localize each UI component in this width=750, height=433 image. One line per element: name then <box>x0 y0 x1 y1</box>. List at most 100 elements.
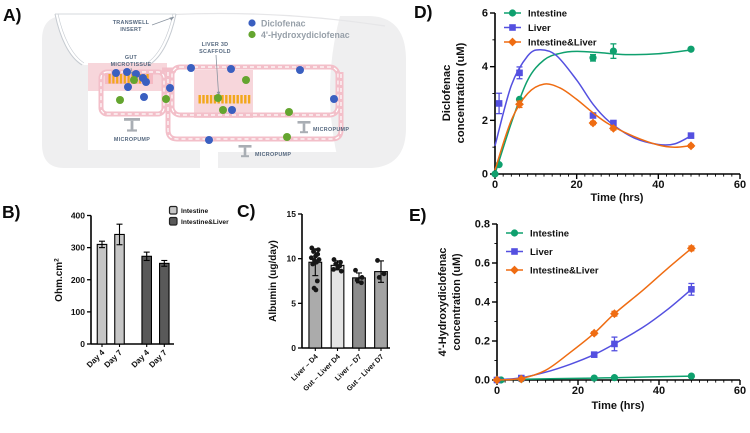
panel-d-label: D) <box>414 2 433 22</box>
svg-text:20: 20 <box>571 179 583 191</box>
transwell-insert-label-2: INSERT <box>120 27 142 33</box>
hydroxydiclofenac-line-chart: 0 20 40 60 0.0 0.2 0.4 0.6 0.8 Intestine Liver Inte… <box>437 219 746 413</box>
legend-label: Intestine&Liver <box>181 219 229 226</box>
data-point <box>588 118 598 128</box>
panel-a-label: A) <box>3 5 22 25</box>
y-axis-title: concentration (uM) <box>451 253 463 351</box>
hydroxydiclofenac-legend-dot <box>248 30 256 39</box>
scatter-point <box>359 275 365 280</box>
diclofenac-dot <box>296 66 304 74</box>
svg-text:0.2: 0.2 <box>475 336 490 348</box>
svg-text:0: 0 <box>492 179 498 191</box>
series-intestine-liver: Intestine&Liver <box>492 243 696 385</box>
scatter-point <box>354 277 360 283</box>
series-intestine: Intestine <box>493 228 696 384</box>
hydroxydiclofenac-dot <box>242 76 250 84</box>
diclofenac-dot <box>123 68 131 76</box>
bar <box>159 262 170 345</box>
diclofenac-dot <box>187 64 195 72</box>
data-point <box>609 47 618 55</box>
scatter-point <box>376 275 382 280</box>
hydroxydiclofenac-dot <box>219 106 227 114</box>
scatter-point <box>381 271 387 277</box>
legend-label: Intestine&Liver <box>530 265 599 276</box>
bar <box>96 243 108 345</box>
hydroxydiclofenac-dot <box>116 96 124 104</box>
svg-text:0.8: 0.8 <box>475 219 490 231</box>
y-axis-title: Albumin (ug/day) <box>268 240 279 322</box>
diclofenac-legend-label: Diclofenac <box>261 19 306 29</box>
legend-label: Intestine <box>530 228 569 239</box>
svg-text:15: 15 <box>287 209 297 219</box>
data-point <box>515 99 524 109</box>
svg-text:60: 60 <box>734 179 746 191</box>
scatter-point <box>313 253 318 259</box>
data-point <box>511 248 518 255</box>
data-point <box>589 112 597 119</box>
data-point <box>609 123 618 133</box>
series-curve <box>494 83 692 171</box>
scatter-point <box>331 257 337 262</box>
diclofenac-dot <box>112 69 120 77</box>
data-point <box>610 374 619 382</box>
data-point <box>510 229 519 237</box>
data-point <box>610 119 617 127</box>
organ-on-chip-diagram: TRANSWELL INSERT GUT MICROTISSUE LIVER 3… <box>42 12 406 168</box>
scatter-point <box>309 245 315 251</box>
diclofenac-dot <box>205 136 213 144</box>
legend-label: Intestine <box>181 208 208 215</box>
svg-text:0: 0 <box>482 169 488 181</box>
data-point <box>687 132 695 139</box>
scatter-point <box>313 287 319 293</box>
scatter-point <box>335 265 341 270</box>
svg-text:300: 300 <box>71 243 85 253</box>
data-point <box>687 372 696 380</box>
gut-microtissue-label-2: MICROTISSUE <box>111 62 152 68</box>
diclofenac-dot <box>227 65 235 73</box>
y-axis-title: concentration (uM) <box>455 42 467 143</box>
legend-label: Liver <box>528 23 551 34</box>
svg-text:100: 100 <box>71 307 85 317</box>
x-axis-title: Time (hrs) <box>592 400 645 412</box>
y-axis-title: 4'-Hydroxydiclofenac <box>437 248 449 357</box>
hydroxydiclofenac-legend-label: 4'-Hydroxydiclofenac <box>261 30 350 40</box>
data-point <box>589 328 599 338</box>
svg-text:10: 10 <box>287 254 297 264</box>
svg-text:2: 2 <box>482 115 488 127</box>
liver-scaffold-label-1: LIVER 3D <box>202 42 229 48</box>
x-axis-title: Time (hrs) <box>591 192 644 204</box>
scatter-point <box>315 247 321 253</box>
legend-swatch <box>168 205 178 215</box>
data-point <box>610 309 619 319</box>
scatter-point <box>314 259 319 265</box>
panel-e-label: E) <box>409 205 427 225</box>
scatter-point <box>359 280 364 286</box>
micropump-left-icon <box>124 118 140 132</box>
category-label: Day 4 <box>130 348 152 370</box>
diclofenac-dot <box>140 93 148 101</box>
micropump-bottom-label: MICROPUMP <box>255 152 291 158</box>
scatter-point <box>338 268 344 274</box>
bar <box>374 271 388 349</box>
svg-text:40: 40 <box>652 179 664 191</box>
micropump-right-icon <box>297 121 311 134</box>
data-point <box>516 69 523 77</box>
svg-text:20: 20 <box>572 385 584 397</box>
scatter-point <box>353 267 358 273</box>
data-point <box>510 265 519 275</box>
micropump-left-label: MICROPUMP <box>114 137 150 143</box>
scatter-point <box>308 255 314 261</box>
svg-text:6: 6 <box>482 8 488 20</box>
panel-b-label: B) <box>2 202 21 222</box>
category-label: Day 4 <box>85 348 107 370</box>
micropump-bottom-icon <box>238 145 252 158</box>
scatter-point <box>375 258 380 263</box>
svg-text:4: 4 <box>482 61 489 73</box>
scatter-point <box>333 261 339 267</box>
legend-label: Intestine <box>528 8 567 19</box>
svg-text:60: 60 <box>734 385 746 397</box>
diclofenac-dot <box>124 83 132 91</box>
bar <box>352 277 366 349</box>
